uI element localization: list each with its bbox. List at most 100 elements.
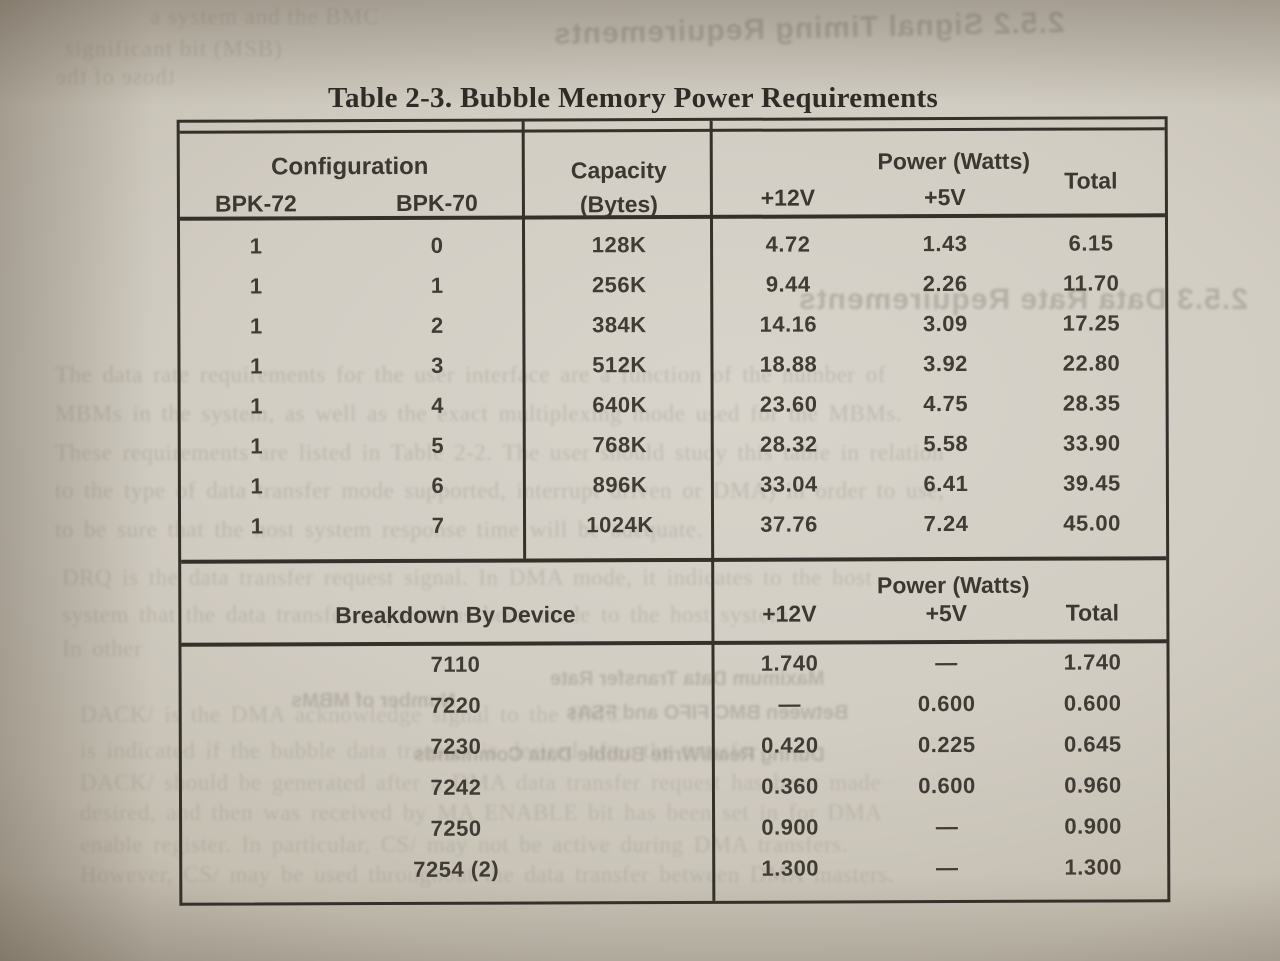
cell-bpk72: 1 <box>250 473 264 499</box>
cell-total: 45.00 <box>1063 510 1121 536</box>
col-header-total: Total <box>1065 599 1120 626</box>
configuration-rows: 1 0 128K 4.72 1.43 6.15 1 1 256K 9.44 2.… <box>180 223 1166 546</box>
cell-plus12v: 1.740 <box>760 650 819 676</box>
cell-bpk72: 1 <box>249 313 263 339</box>
table-row: 7250 0.900 — 0.900 <box>182 805 1167 849</box>
cell-bpk70: 1 <box>430 272 444 298</box>
cell-device: 7250 <box>430 815 482 841</box>
table-row: 7230 0.420 0.225 0.645 <box>182 723 1167 767</box>
cell-plus5v: — <box>935 650 958 676</box>
cell-total: 0.600 <box>1063 690 1122 716</box>
cell-capacity: 512K <box>592 352 647 378</box>
table-row: 1 4 640K 23.60 4.75 28.35 <box>181 383 1166 426</box>
cell-total: 39.45 <box>1063 470 1121 496</box>
cell-total: 6.15 <box>1068 230 1114 256</box>
table-row: 7254 (2) 1.300 — 1.300 <box>182 846 1167 890</box>
cell-capacity: 128K <box>591 232 647 258</box>
cell-device: 7110 <box>430 651 481 677</box>
power-requirements-table: Configuration BPK-72 BPK-70 Capacity (By… <box>176 116 1171 906</box>
cell-plus5v: 6.41 <box>923 470 969 497</box>
cell-plus5v: 0.600 <box>918 772 976 799</box>
bleedthrough-paragraph-line: to be sure that the host system response… <box>55 517 703 542</box>
table-row: 1 1 256K 9.44 2.26 11.70 <box>180 263 1165 306</box>
cell-plus5v: 4.75 <box>923 390 969 417</box>
bleedthrough-paragraph-line: is indicated if the bubble data transfer… <box>80 738 758 763</box>
cell-device: 7254 (2) <box>413 856 500 882</box>
col-header-total: Total <box>1064 167 1118 194</box>
cell-plus5v: 7.24 <box>923 510 969 537</box>
cell-total: 33.90 <box>1062 430 1121 456</box>
bleedthrough-paragraph-line: enable register. In particular, CS/ may … <box>80 832 848 857</box>
cell-capacity: 768K <box>592 432 648 458</box>
cell-bpk72: 1 <box>249 273 263 299</box>
col-header-plus12v: +12V <box>760 184 816 211</box>
bleedthrough-paragraph-line: However, CS/ may be used throughout the … <box>80 862 894 887</box>
table-row: 7110 1.740 — 1.740 <box>181 641 1166 685</box>
table-row: 1 5 768K 28.32 5.58 33.90 <box>181 423 1166 466</box>
col-header-capacity-unit: (Bytes) <box>579 191 658 218</box>
cell-plus5v: 0.600 <box>917 690 976 717</box>
device-breakdown-rows: 7110 1.740 — 1.740 7220 — 0.600 0.600 72… <box>181 641 1167 890</box>
cell-plus5v: 3.92 <box>923 350 968 377</box>
col-header-configuration: Configuration <box>271 152 429 181</box>
cell-capacity: 384K <box>592 312 647 338</box>
table-row: 7220 — 0.600 0.600 <box>182 682 1167 726</box>
cell-bpk70: 5 <box>431 432 445 458</box>
cell-plus5v: 3.09 <box>922 310 968 337</box>
cell-device: 7242 <box>430 774 482 800</box>
col-header-power-watts: Power (Watts) <box>876 571 1030 599</box>
col-header-breakdown-by-device: Breakdown By Device <box>335 601 576 629</box>
cell-bpk72: 1 <box>250 513 264 539</box>
table-title: Table 2-3. Bubble Memory Power Requireme… <box>328 82 939 114</box>
cell-capacity: 256K <box>591 272 647 298</box>
bleedthrough-paragraph-line: to the type of data transfer mode suppor… <box>55 478 945 503</box>
bleedthrough-paragraph-line: The data rate requirements for the user … <box>55 362 886 387</box>
cell-total: 0.900 <box>1064 813 1122 839</box>
bleedthrough-paragraph-line: DACK/ should be generated after a DMA da… <box>80 770 882 795</box>
cell-total: 0.645 <box>1063 731 1122 757</box>
cell-plus12v: 0.360 <box>761 773 819 799</box>
cell-plus5v: 2.26 <box>922 270 968 297</box>
cell-bpk72: 1 <box>250 433 264 459</box>
col-header-plus12v: +12V <box>762 600 817 627</box>
table-row: 1 2 384K 14.16 3.09 17.25 <box>180 303 1165 346</box>
cell-total: 0.960 <box>1064 772 1122 798</box>
cell-plus5v: 5.58 <box>923 430 969 457</box>
bleedthrough-paragraph-line: desired, and then was received by MA ENA… <box>80 800 883 825</box>
cell-total: 17.25 <box>1062 310 1121 336</box>
cell-bpk70: 4 <box>431 392 445 418</box>
cell-total: 28.35 <box>1062 390 1121 416</box>
table-rule <box>181 556 1167 564</box>
cell-capacity: 1024K <box>586 512 654 538</box>
cell-device: 7220 <box>430 692 482 718</box>
cell-plus12v: 9.44 <box>765 271 811 297</box>
cell-plus12v: 0.900 <box>761 814 819 840</box>
cell-plus5v: 0.225 <box>917 731 976 758</box>
cell-bpk70: 6 <box>431 472 445 498</box>
col-header-bpk72: BPK-72 <box>214 190 297 217</box>
cell-bpk70: 3 <box>431 352 444 378</box>
cell-plus12v: — <box>778 691 801 717</box>
cell-plus12v: 33.04 <box>760 471 818 497</box>
col-header-capacity: Capacity <box>570 157 667 184</box>
cell-plus12v: 1.300 <box>761 855 820 881</box>
cell-bpk70: 7 <box>431 512 445 538</box>
cell-total: 1.740 <box>1063 649 1122 675</box>
cell-plus12v: 18.88 <box>759 351 818 377</box>
bleedthrough-paragraph-line: MBMs in the system, as well as the exact… <box>55 401 903 426</box>
cell-plus12v: 0.420 <box>760 732 819 758</box>
cell-total: 11.70 <box>1062 270 1120 296</box>
table-row: 1 7 1024K 37.76 7.24 45.00 <box>181 503 1166 546</box>
cell-capacity: 896K <box>592 472 648 498</box>
cell-device: 7230 <box>430 733 482 759</box>
bleedthrough-paragraph-line: DACK/ is the DMA acknowledge signal to t… <box>80 702 622 727</box>
table-rule <box>179 127 1165 134</box>
cell-plus12v: 23.60 <box>759 391 818 417</box>
col-header-plus5v: +5V <box>924 183 966 211</box>
bleedthrough-paragraph-line: DRQ is the data transfer request signal.… <box>62 565 873 590</box>
cell-bpk70: 0 <box>430 232 444 258</box>
bleedthrough-fragment: a system and the BMC <box>150 4 380 29</box>
col-header-plus5v: +5V <box>925 599 968 627</box>
cell-bpk72: 1 <box>249 233 263 259</box>
